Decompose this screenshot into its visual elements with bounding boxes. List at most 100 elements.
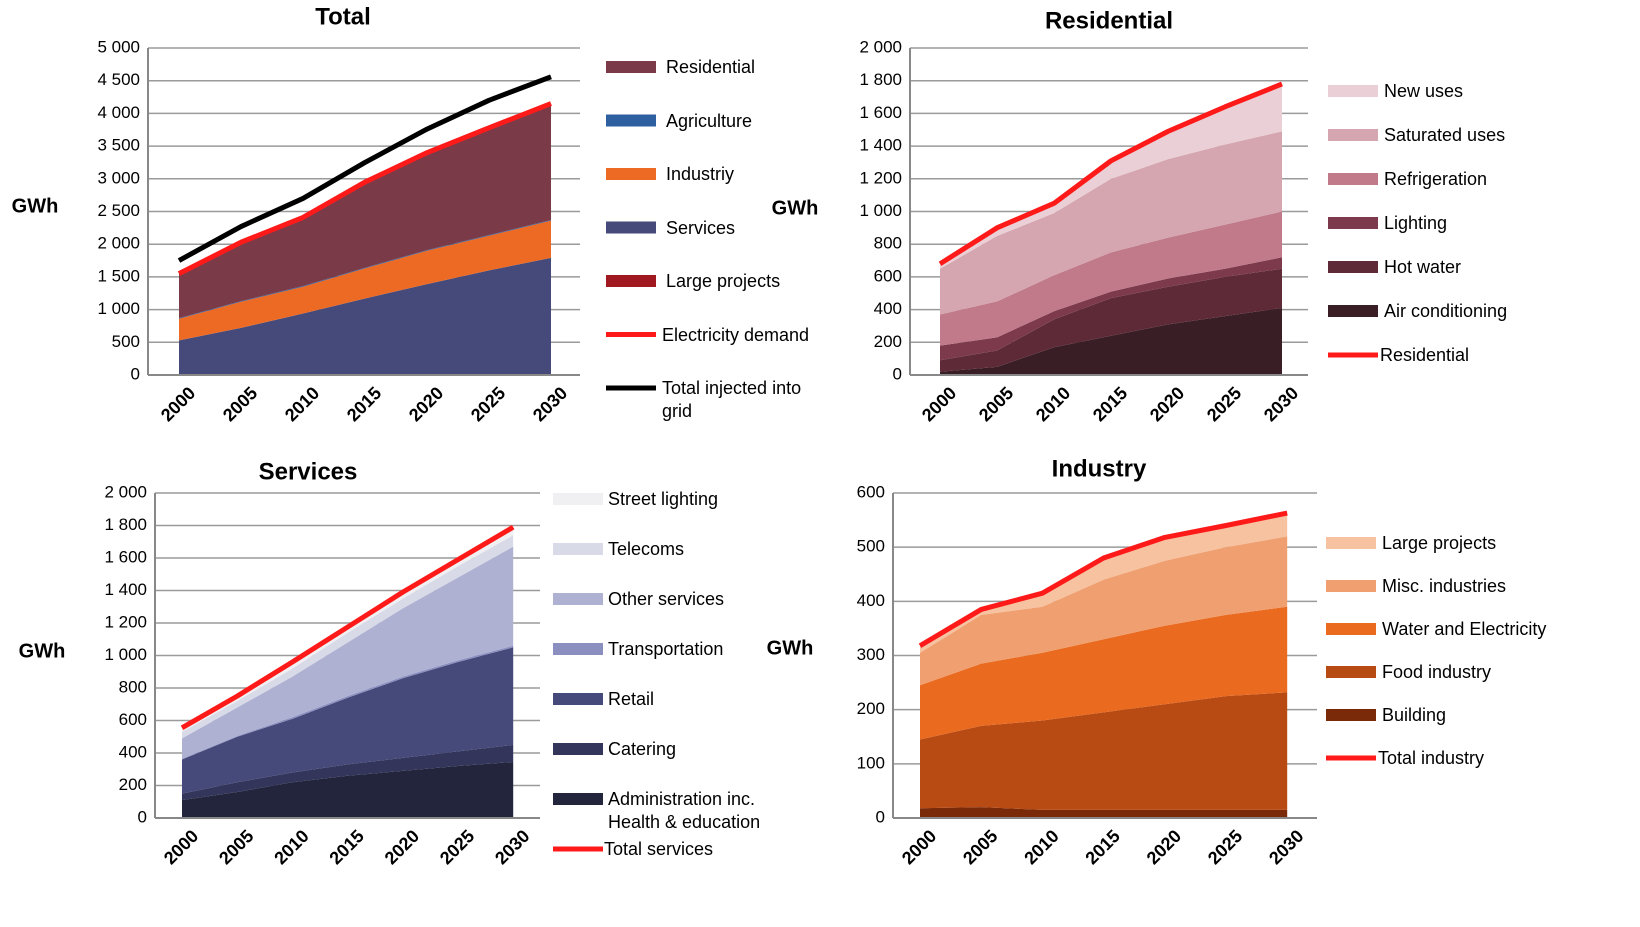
y-tick-label: 1 200 [859,168,902,187]
legend-label: Total services [604,839,714,859]
x-tick-label: 2000 [918,383,960,425]
legend-swatch [1326,623,1376,635]
y-tick-label: 0 [131,364,140,383]
area [182,761,514,818]
legend-label: Saturated uses [1384,125,1506,145]
legend-swatch [553,543,603,555]
x-tick-label: 2000 [898,826,940,868]
legend-label: Services [666,217,736,238]
legend-label: Catering [608,739,677,759]
area [179,220,551,319]
x-tick-label: 2025 [436,826,478,868]
y-tick-label: 200 [857,699,885,718]
y-tick-label: 400 [119,742,147,761]
legend-label: Other services [608,589,725,609]
area [940,257,1282,361]
legend-label: Food industry [1382,662,1492,682]
legend-label: Electricity demand [662,324,810,345]
legend-swatch [1328,305,1378,317]
x-tick-label: 2020 [1143,826,1185,868]
area [920,536,1288,686]
y-tick-label: 800 [119,677,147,696]
y-tick-label: 3 500 [97,136,140,155]
legend-label: Total industry [1378,748,1485,768]
y-tick-label: 1 000 [104,645,147,664]
legend-swatch [606,114,656,127]
legend-swatch [1328,261,1378,273]
y-tick-label: 0 [138,807,147,826]
y-tick-label: 0 [876,807,885,826]
x-tick-label: 2005 [219,383,261,425]
x-tick-label: 2010 [270,826,312,868]
y-axis-label: GWh [767,637,814,659]
y-tick-label: 400 [857,591,885,610]
legend-label: Retail [608,689,655,709]
legend-swatch [1326,709,1376,721]
area [182,647,514,794]
x-tick-label: 2030 [1260,383,1302,425]
x-tick-label: 2005 [215,826,257,868]
area [940,211,1282,346]
area [920,692,1288,810]
legend-label: Transportation [608,639,724,659]
x-tick-label: 2030 [1265,826,1307,868]
area [940,307,1282,375]
y-tick-label: 4 000 [97,103,140,122]
x-tick-label: 2000 [160,826,202,868]
x-tick-label: 2025 [1204,826,1246,868]
legend-swatch [553,643,603,655]
legend-label: Water and Electricity [1382,619,1547,639]
area [920,606,1288,740]
legend-label: Large projects [1382,533,1497,553]
legend-swatch [1326,580,1376,592]
area [940,83,1282,269]
x-tick-label: 2010 [281,383,323,425]
legend-label: Air conditioning [1384,301,1508,321]
area [940,131,1282,315]
y-tick-label: 1 600 [859,103,902,122]
area [179,220,551,341]
y-tick-label: 0 [893,364,902,383]
chart-title: Total [315,3,371,30]
y-tick-label: 1 600 [104,547,147,566]
y-tick-label: 2 000 [859,37,902,56]
legend-label: Lighting [1384,213,1448,233]
legend-swatch [606,275,656,287]
y-axis-label: GWh [772,197,819,219]
y-tick-label: 400 [874,299,902,318]
area [182,535,514,739]
area [182,546,514,759]
line [177,101,552,276]
y-tick-label: 1 800 [859,70,902,89]
y-tick-label: 1 800 [104,515,147,534]
area [920,513,1288,653]
y-tick-label: 200 [874,332,902,351]
legend-swatch [606,168,656,180]
legend-swatch [1328,217,1378,229]
y-tick-label: 600 [119,710,147,729]
y-tick-label: 300 [857,645,885,664]
legend-swatch [1328,85,1378,97]
chart-title: Industry [1052,455,1147,482]
legend-label: Telecoms [608,539,685,559]
legend-swatch [1326,666,1376,678]
x-tick-label: 2020 [405,383,447,425]
legend-label: Industriy [666,164,735,184]
y-tick-label: 4 500 [97,70,140,89]
y-tick-label: 100 [857,753,885,772]
x-tick-label: 2015 [1081,826,1123,868]
y-tick-label: 600 [857,482,885,501]
legend-swatch [553,743,603,755]
legend-label: Agriculture [666,110,753,131]
legend-label: Refrigeration [1384,169,1488,189]
chart-title: Residential [1045,7,1173,34]
x-tick-label: 2005 [959,826,1001,868]
x-tick-label: 2020 [1146,383,1188,425]
x-tick-label: 2010 [1020,826,1062,868]
legend-swatch [553,793,603,805]
area [179,257,551,375]
y-tick-label: 500 [857,537,885,556]
y-axis-label: GWh [19,640,66,662]
area [940,268,1282,372]
